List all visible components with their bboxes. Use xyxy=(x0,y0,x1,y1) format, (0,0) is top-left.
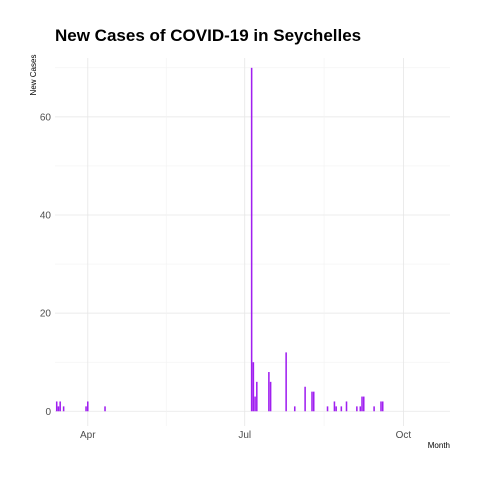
bar xyxy=(55,401,58,412)
bar xyxy=(252,362,255,412)
bar xyxy=(312,391,315,412)
x-axis-ticks: Apr Jul Oct xyxy=(80,430,411,441)
bar-series xyxy=(55,67,384,412)
bar xyxy=(361,396,363,412)
bar xyxy=(104,406,106,412)
chart-title: New Cases of COVID-19 in Seychelles xyxy=(55,26,362,45)
bar xyxy=(311,391,313,412)
x-axis-title: Month xyxy=(428,441,450,450)
bar xyxy=(269,381,272,412)
bar xyxy=(86,401,89,412)
bar xyxy=(62,406,65,412)
bar xyxy=(373,406,375,412)
bar xyxy=(381,401,384,412)
bar xyxy=(285,352,287,412)
bar xyxy=(250,67,253,412)
x-tick-label: Oct xyxy=(396,430,412,441)
bar xyxy=(304,386,306,412)
y-tick-label: 60 xyxy=(40,112,52,123)
bar xyxy=(340,406,343,412)
bar xyxy=(362,396,365,412)
bar xyxy=(254,396,256,412)
y-axis-title: New Cases xyxy=(29,55,38,96)
bar xyxy=(333,401,336,412)
grid xyxy=(55,58,450,426)
bar xyxy=(293,406,296,412)
x-tick-label: Apr xyxy=(80,430,96,441)
bar xyxy=(335,406,337,412)
bar xyxy=(256,381,258,412)
bar xyxy=(359,406,362,412)
bar xyxy=(356,406,358,412)
bar xyxy=(268,372,270,412)
bar xyxy=(326,406,329,412)
bar xyxy=(85,406,87,412)
y-tick-label: 40 xyxy=(40,211,52,222)
x-tick-label: Jul xyxy=(238,430,251,441)
bar xyxy=(59,401,61,412)
bar xyxy=(380,401,382,412)
y-axis-ticks: 0 20 40 60 xyxy=(40,112,52,417)
y-tick-label: 20 xyxy=(40,309,52,320)
bar xyxy=(345,401,348,412)
bar xyxy=(57,406,60,412)
y-tick-label: 0 xyxy=(45,407,51,418)
